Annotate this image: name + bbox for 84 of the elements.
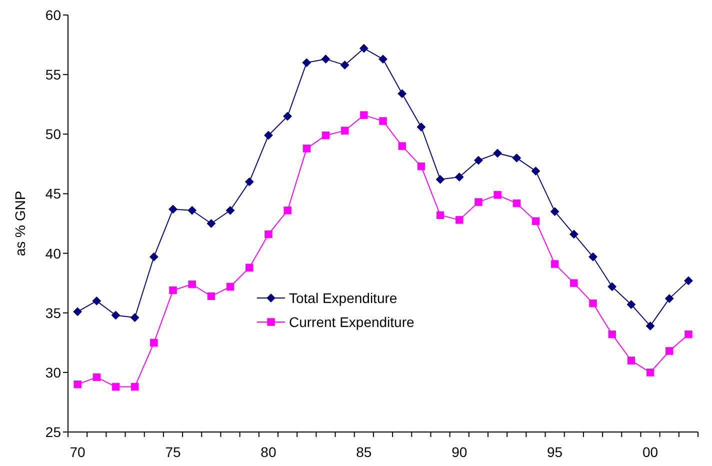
point: [168, 204, 178, 214]
x-tick-label: 70: [70, 444, 86, 460]
point: [626, 300, 636, 309]
point: [340, 126, 349, 134]
point: [340, 60, 350, 70]
point: [666, 347, 674, 355]
point: [417, 162, 426, 170]
point: [206, 219, 216, 228]
point: [493, 148, 502, 158]
point: [646, 368, 654, 376]
point: [416, 122, 426, 132]
point: [130, 382, 139, 391]
legend-label: Current Expenditure: [289, 313, 414, 332]
y-tick-label: 30: [45, 364, 62, 380]
point: [302, 144, 310, 152]
y-tick-label: 50: [45, 126, 62, 142]
point: [322, 131, 330, 140]
point: [627, 356, 636, 364]
point: [359, 44, 368, 53]
point: [169, 286, 177, 294]
point: [150, 338, 158, 346]
point: [73, 307, 82, 316]
point: [684, 276, 693, 286]
point: [207, 292, 216, 300]
point: [378, 54, 388, 64]
y-tick-label: 25: [45, 424, 62, 440]
x-tick-label: 85: [356, 444, 372, 460]
point: [436, 211, 444, 220]
point: [512, 199, 520, 208]
point: [474, 156, 483, 165]
point: [130, 313, 140, 322]
legend-label: Total Expenditure: [289, 289, 398, 308]
point: [264, 230, 272, 238]
point: [360, 111, 368, 119]
point: [664, 294, 674, 304]
point: [531, 166, 540, 176]
point: [302, 58, 312, 68]
point: [608, 282, 617, 292]
point: [646, 322, 655, 330]
point: [246, 264, 254, 272]
point: [112, 382, 120, 391]
point: [589, 299, 597, 308]
point: [264, 130, 273, 140]
y-tick-label: 45: [45, 186, 62, 202]
point: [532, 217, 540, 225]
x-tick-label: 95: [547, 444, 563, 460]
point: [436, 174, 445, 184]
point: [226, 282, 234, 290]
y-tick-label: 55: [45, 66, 62, 83]
point: [588, 252, 598, 262]
point: [456, 216, 464, 224]
point: [111, 310, 120, 320]
point: [550, 207, 560, 216]
point: [283, 112, 292, 121]
point: [149, 252, 158, 262]
point: [188, 206, 197, 215]
point: [244, 177, 254, 186]
point: [569, 230, 578, 239]
y-tick-label: 40: [45, 245, 62, 262]
x-tick-label: 75: [165, 444, 181, 460]
point: [321, 54, 330, 64]
point: [474, 198, 482, 206]
y-tick-label: 35: [45, 304, 62, 321]
point: [398, 89, 407, 98]
point: [226, 206, 235, 215]
point: [379, 117, 387, 125]
point: [684, 330, 692, 338]
point: [92, 373, 100, 382]
x-tick-label: 80: [260, 444, 276, 460]
point: [188, 280, 196, 288]
point: [550, 260, 559, 268]
y-axis-title: as % GNP: [12, 190, 28, 256]
x-tick-label: 90: [452, 444, 468, 460]
y-tick-label: 60: [45, 6, 62, 23]
point: [570, 279, 578, 287]
point: [608, 330, 616, 338]
point: [74, 380, 82, 388]
point: [512, 154, 522, 162]
point: [494, 191, 502, 199]
point: [284, 206, 292, 214]
point: [92, 296, 102, 306]
point: [398, 142, 406, 150]
point: [454, 172, 464, 182]
x-tick-label: 00: [642, 444, 658, 460]
